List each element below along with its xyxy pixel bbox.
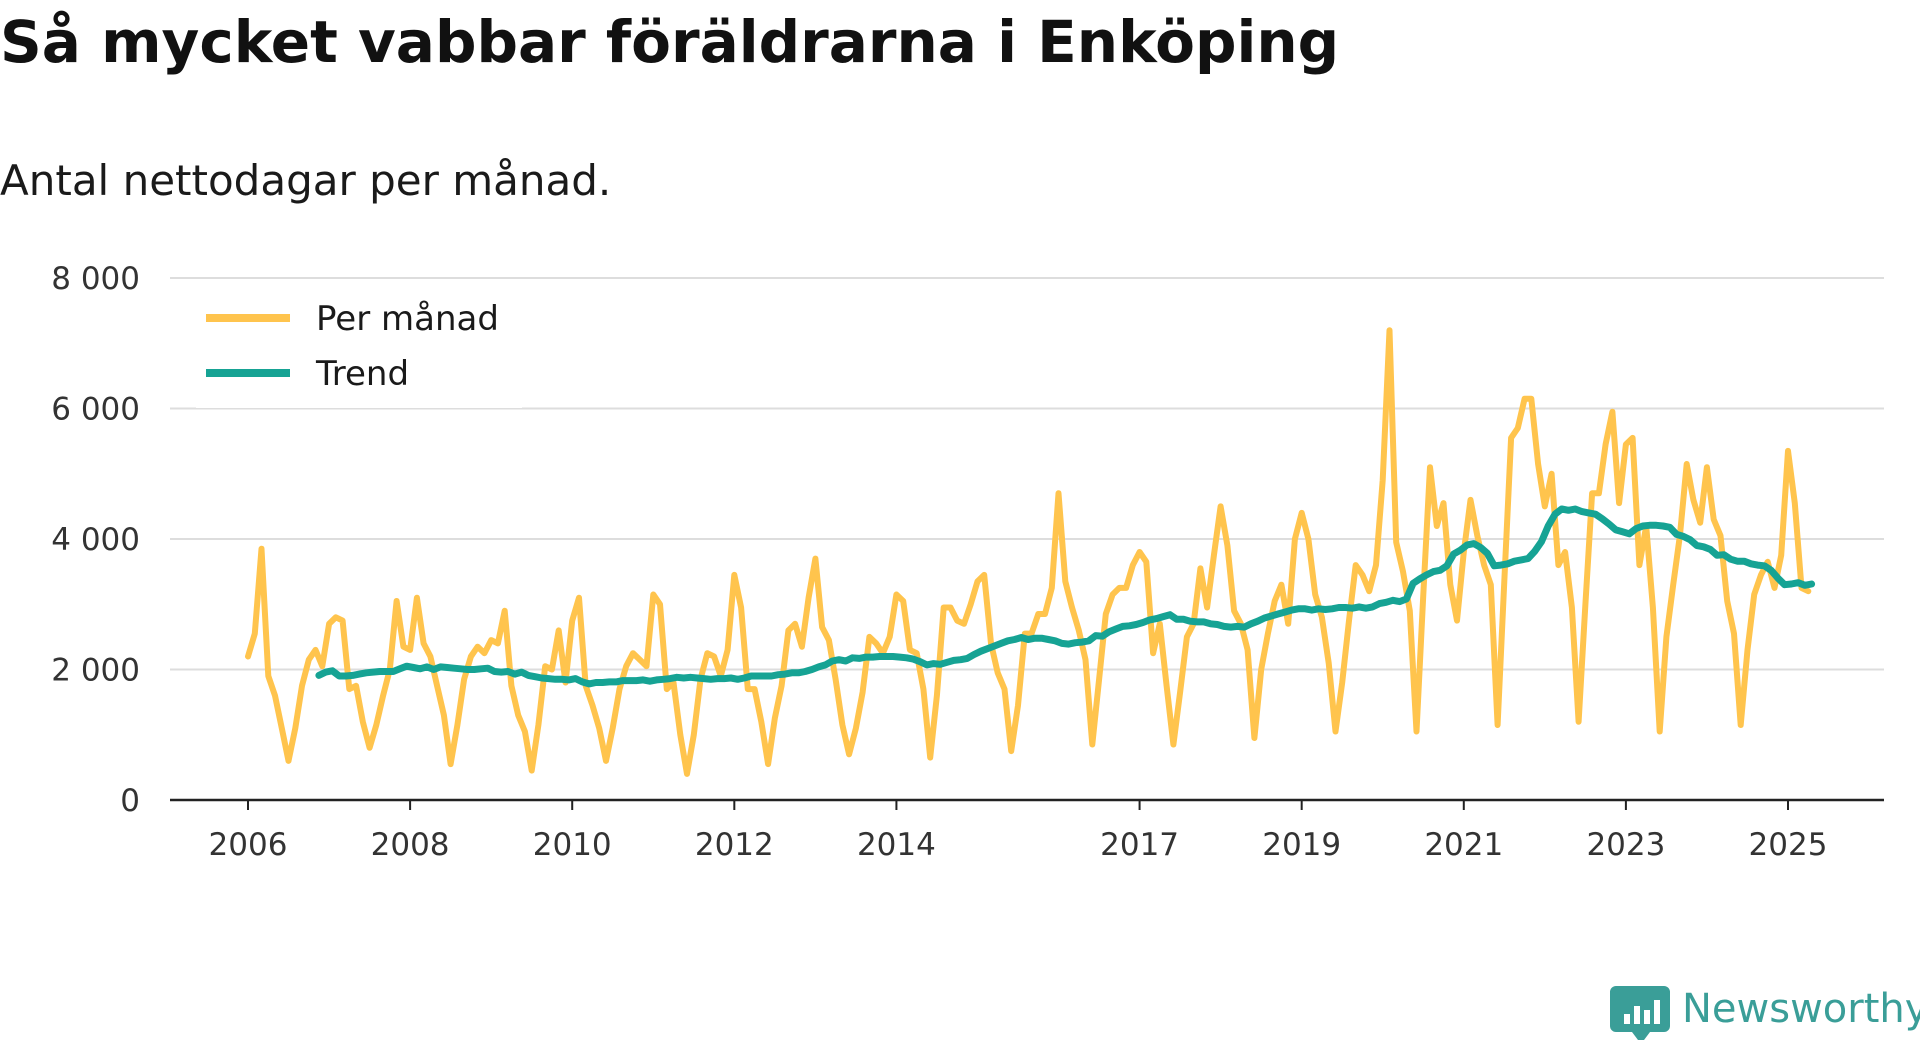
newsworthy-brand: Newsworthy: [1610, 986, 1920, 1040]
y-axis: 0 2 000 4 000 6 000 8 000: [51, 261, 140, 819]
x-axis: 2006 2008 2010 2012 2014 2017 2019 2021 2023 2025: [170, 798, 1884, 863]
y-tick-label: 2 000: [51, 653, 140, 689]
legend-label-per-manad: Per månad: [316, 299, 499, 339]
legend-label-trend: Trend: [315, 354, 409, 394]
x-tick-label: 2023: [1586, 827, 1665, 863]
chart-subtitle: Antal nettodagar per månad.: [0, 156, 612, 205]
newsworthy-logo-icon: [1610, 986, 1670, 1040]
series-line-trend: [315, 505, 1816, 688]
chart-title: Så mycket vabbar föräldrarna i Enköping: [0, 8, 1340, 76]
newsworthy-wordmark: Newsworthy: [1682, 986, 1920, 1032]
x-tick-label: 2017: [1100, 827, 1179, 863]
legend-background: [196, 288, 522, 408]
y-tick-label: 6 000: [51, 392, 140, 428]
x-tick-label: 2021: [1424, 827, 1503, 863]
x-tick-label: 2012: [695, 827, 774, 863]
y-tick-label: 0: [120, 783, 140, 819]
x-tick-label: 2006: [209, 827, 288, 863]
series-line-per-manad: [245, 327, 1812, 777]
legend: Per månad Trend: [196, 288, 522, 408]
series-lines: [245, 327, 1816, 777]
y-tick-label: 8 000: [51, 261, 140, 297]
x-tick-label: 2025: [1749, 827, 1828, 863]
x-tick-label: 2014: [857, 827, 936, 863]
x-tick-label: 2019: [1262, 827, 1341, 863]
x-tick-label: 2008: [371, 827, 450, 863]
x-tick-label: 2010: [533, 827, 612, 863]
y-tick-label: 4 000: [51, 522, 140, 558]
